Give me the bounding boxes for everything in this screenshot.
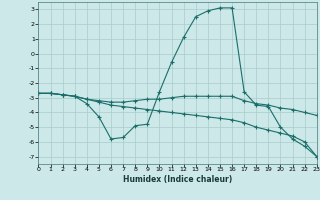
X-axis label: Humidex (Indice chaleur): Humidex (Indice chaleur) — [123, 175, 232, 184]
